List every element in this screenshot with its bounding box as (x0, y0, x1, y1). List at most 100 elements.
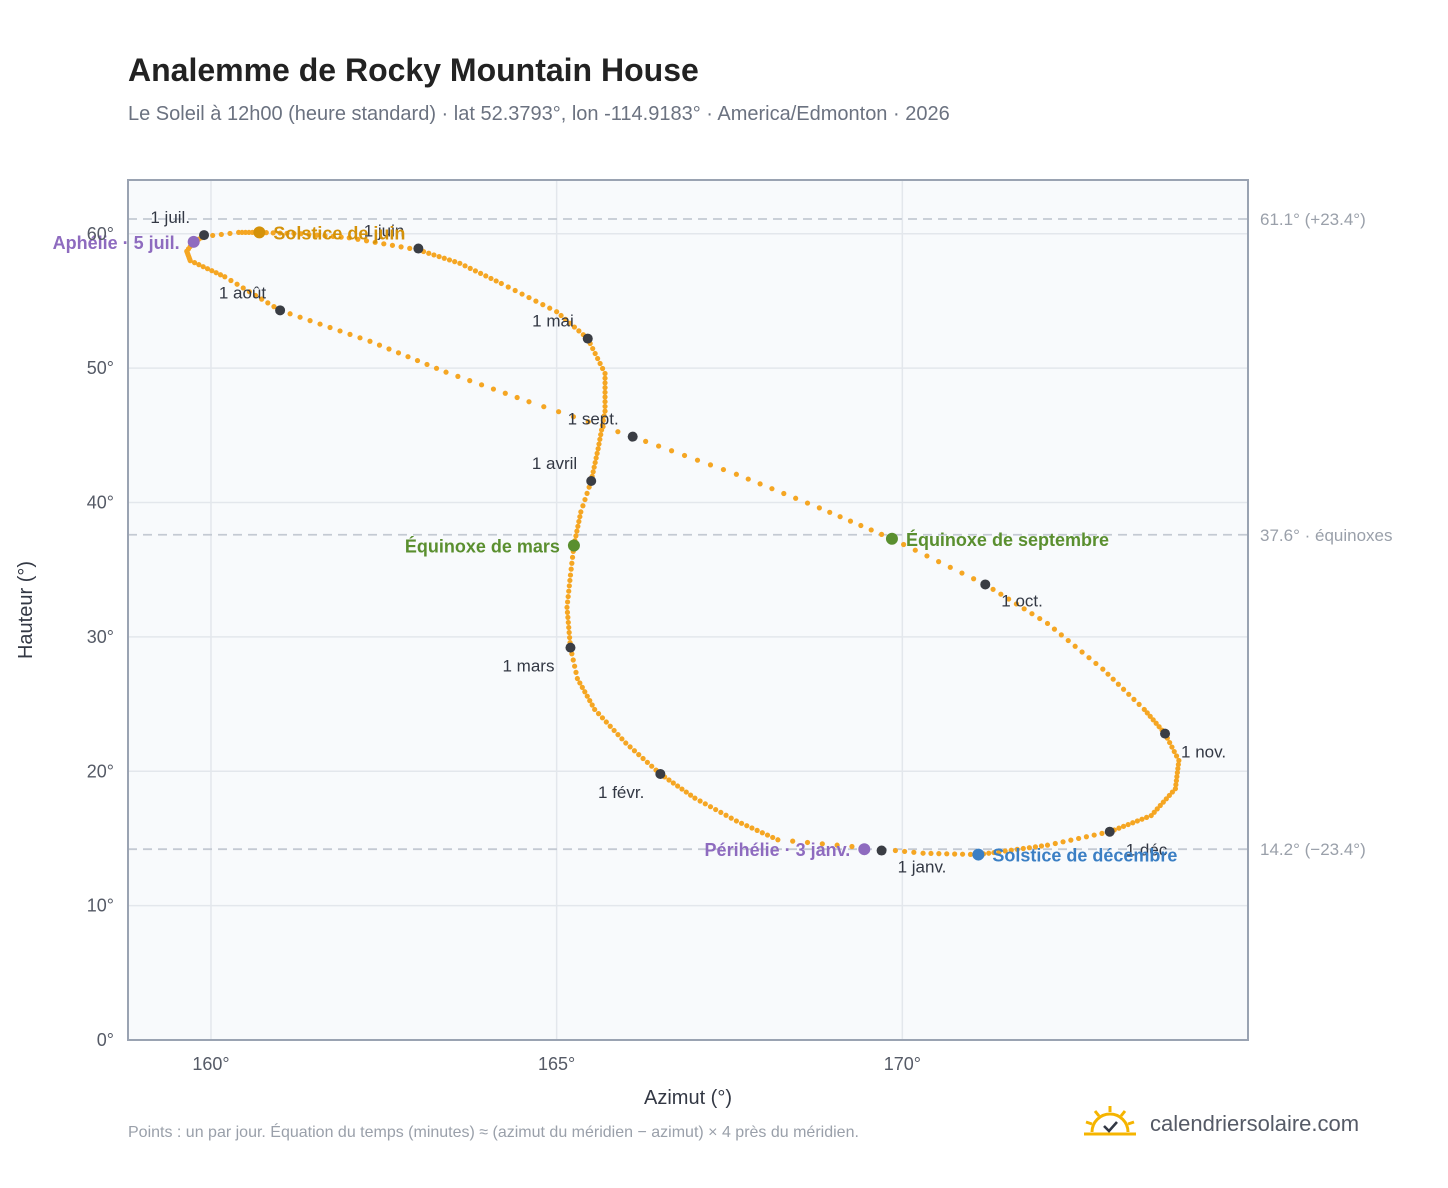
daily-point (307, 318, 313, 324)
daily-point (627, 744, 633, 750)
daily-point (271, 304, 277, 310)
daily-point (1144, 814, 1150, 820)
daily-point (277, 230, 283, 236)
daily-point (540, 302, 546, 308)
month-marker-label: 1 nov. (1181, 743, 1226, 762)
daily-point (297, 314, 303, 320)
daily-point (330, 233, 336, 240)
daily-point (1171, 748, 1177, 755)
daily-point (1148, 812, 1154, 819)
daily-point (668, 448, 675, 454)
daily-point (827, 509, 833, 515)
daily-point (597, 360, 603, 367)
daily-point (649, 763, 655, 769)
daily-point (572, 663, 578, 669)
daily-point (568, 566, 574, 572)
daily-point (911, 849, 917, 855)
daily-point (574, 675, 580, 682)
daily-point (298, 231, 304, 237)
daily-point (804, 500, 811, 506)
daily-point (569, 554, 576, 560)
daily-point (1110, 676, 1116, 682)
brand[interactable]: calendriersolaire.com (1082, 1104, 1359, 1144)
daily-point (1173, 782, 1179, 788)
daily-point (372, 239, 378, 245)
daily-point (602, 385, 608, 391)
daily-point (514, 394, 520, 401)
daily-point (1091, 832, 1097, 838)
daily-point (1072, 643, 1078, 649)
month-marker (1160, 728, 1171, 739)
x-axis-label: Azimut (°) (644, 1087, 732, 1109)
daily-point (757, 481, 763, 487)
month-marker-label: 1 juil. (150, 208, 190, 227)
daily-point (218, 231, 224, 238)
daily-point (592, 459, 598, 466)
daily-point (1079, 649, 1085, 655)
daily-point (1052, 840, 1058, 847)
daily-point (1136, 701, 1142, 707)
daily-point (498, 280, 504, 287)
daily-point (596, 441, 602, 447)
daily-point (1115, 681, 1121, 687)
event-label: Périhélie · 3 janv. (705, 840, 851, 860)
daily-point (834, 842, 840, 848)
daily-point (570, 657, 576, 663)
event-label: Équinoxe de mars (405, 536, 560, 557)
y-tick-label: 30° (87, 627, 114, 647)
month-marker (275, 305, 286, 316)
daily-point (744, 823, 750, 829)
month-marker (980, 579, 991, 590)
daily-point (607, 723, 613, 729)
daily-point (446, 257, 453, 263)
daily-point (1163, 796, 1169, 802)
daily-point (1008, 847, 1014, 853)
daily-point (558, 312, 564, 319)
daily-point (602, 380, 608, 386)
daily-point (569, 560, 575, 566)
daily-point (1020, 845, 1026, 852)
month-marker-label: 1 juin (364, 222, 405, 241)
daily-point (472, 268, 479, 274)
daily-point (640, 755, 646, 762)
daily-point (707, 462, 714, 468)
event-label: Solstice de juin (273, 223, 405, 243)
month-marker (582, 333, 593, 344)
daily-point (1038, 843, 1045, 849)
daily-point (1060, 839, 1066, 845)
daily-point (483, 273, 489, 279)
daily-point (837, 514, 843, 520)
daily-point (595, 355, 601, 362)
daily-point (920, 850, 926, 856)
event-marker (567, 539, 580, 552)
daily-point (694, 457, 701, 463)
month-marker-label: 1 oct. (1001, 591, 1043, 610)
daily-point (1032, 844, 1039, 850)
daily-point (770, 834, 776, 841)
event-marker (858, 843, 871, 856)
month-marker (876, 845, 887, 856)
daily-point (1116, 825, 1122, 831)
daily-point (395, 350, 402, 356)
daily-point (819, 841, 825, 847)
daily-point (337, 328, 343, 334)
daily-point (1147, 713, 1153, 719)
daily-point (745, 476, 751, 482)
daily-point (967, 851, 974, 857)
daily-point (443, 369, 449, 375)
sun-check-logo-icon (1084, 1106, 1136, 1136)
daily-point (1156, 724, 1162, 730)
daily-point (580, 503, 586, 509)
daily-point (1153, 720, 1159, 726)
daily-point (790, 838, 796, 844)
daily-point (490, 386, 497, 392)
daily-point (1157, 802, 1163, 809)
daily-point (733, 818, 739, 824)
daily-point (462, 263, 468, 269)
daily-point (455, 373, 461, 379)
daily-point (1006, 596, 1012, 602)
daily-point (389, 242, 396, 248)
month-marker-label: 1 mai (532, 312, 574, 331)
daily-point (570, 414, 577, 420)
daily-point (679, 786, 685, 792)
